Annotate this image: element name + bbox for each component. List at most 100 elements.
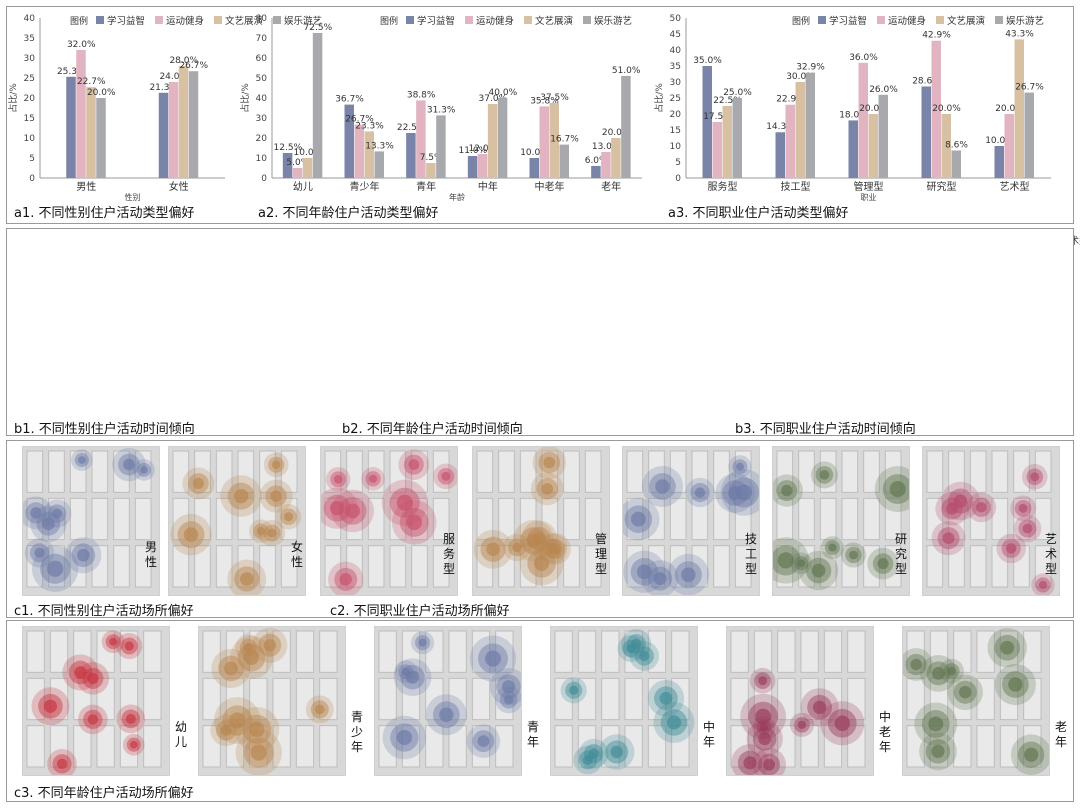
hotspot (541, 483, 554, 495)
caption-a3: a3. 不同职业住户活动类型偏好 (668, 206, 849, 221)
heatmap-5 (772, 446, 910, 596)
building-block (91, 545, 109, 588)
hotspot (109, 637, 118, 646)
hotspot (659, 691, 673, 705)
building-block (272, 677, 291, 721)
hotspot (1030, 472, 1040, 482)
hotspot (630, 511, 646, 527)
building-block (143, 725, 162, 768)
building-block (134, 497, 152, 541)
building-block (926, 545, 944, 588)
hotspot (477, 735, 490, 748)
hotspot (877, 558, 889, 570)
building-block (926, 497, 944, 541)
hotspot (396, 494, 413, 511)
hotspot (484, 650, 502, 667)
heatmap-label-4: 技 工 型 (744, 532, 757, 576)
hotspot (52, 508, 63, 519)
heatmap-c3-5 (902, 626, 1050, 776)
hotspot (249, 721, 265, 738)
building-block (448, 725, 467, 768)
building-block (249, 677, 268, 721)
hotspot (653, 572, 667, 586)
hotspot (610, 745, 623, 759)
building-block (841, 497, 859, 541)
hotspot (630, 638, 642, 650)
building-block (584, 545, 602, 588)
building-block (777, 630, 796, 673)
building-block (448, 677, 467, 721)
building-block (476, 450, 494, 493)
building-block (476, 497, 494, 541)
building-block (798, 497, 815, 541)
hotspot (43, 699, 58, 713)
panel-b (6, 228, 1074, 436)
heatmap-3-map (473, 447, 602, 588)
building-block (119, 630, 139, 673)
building-block (1034, 497, 1052, 541)
hotspot (694, 487, 706, 498)
hotspot (931, 666, 945, 680)
building-block (647, 725, 667, 768)
building-block (1013, 545, 1030, 588)
hotspot (129, 740, 138, 749)
building-block (319, 630, 338, 673)
building-block (1013, 450, 1030, 493)
building-block (863, 450, 880, 493)
building-block (119, 725, 139, 768)
building-block (847, 677, 866, 721)
heatmap-c3-4-map (730, 630, 866, 775)
heatmap-1 (168, 446, 306, 596)
hotspot (501, 680, 516, 694)
hotspot (192, 477, 205, 490)
building-block (280, 545, 298, 588)
hotspot (220, 724, 232, 736)
building-block (669, 497, 687, 541)
hotspot (405, 670, 420, 684)
building-block (819, 497, 837, 541)
building-block (498, 497, 515, 541)
hotspot (588, 748, 599, 759)
building-block (730, 725, 749, 768)
hotspot (758, 676, 768, 686)
heatmap-label-2: 服 务 型 (442, 532, 455, 576)
hotspot (41, 517, 55, 531)
hotspot (333, 475, 343, 484)
hotspot (408, 459, 420, 471)
building-block (48, 450, 65, 493)
hotspot (655, 479, 670, 494)
building-block (319, 725, 338, 768)
hotspot (763, 758, 776, 771)
hotspot (368, 474, 378, 483)
hotspot (1018, 503, 1028, 513)
hotspot (735, 462, 744, 471)
hotspot (243, 642, 254, 653)
building-block (577, 630, 597, 673)
building-block (554, 677, 573, 721)
building-block (378, 630, 397, 673)
building-block (519, 450, 537, 493)
hotspot (819, 470, 830, 480)
building-block (96, 677, 115, 721)
heatmap-c3-0-map (26, 630, 162, 775)
building-block (647, 630, 667, 673)
hotspot (396, 729, 412, 746)
building-block (1034, 450, 1052, 493)
building-block (295, 677, 315, 721)
building-block (425, 677, 444, 721)
building-block (259, 450, 276, 493)
building-block (346, 450, 363, 493)
building-block (884, 497, 902, 541)
hotspot (947, 666, 956, 676)
hotspot (183, 527, 199, 542)
building-block (476, 545, 494, 588)
hotspot (284, 512, 293, 522)
building-block (906, 725, 925, 768)
hotspot (503, 695, 514, 705)
building-block (999, 725, 1019, 768)
building-block (26, 450, 44, 493)
hotspot (811, 563, 826, 578)
heatmap-c3-label-5: 老 年 (1054, 720, 1067, 749)
building-block (753, 630, 773, 673)
hotspot (244, 650, 259, 666)
